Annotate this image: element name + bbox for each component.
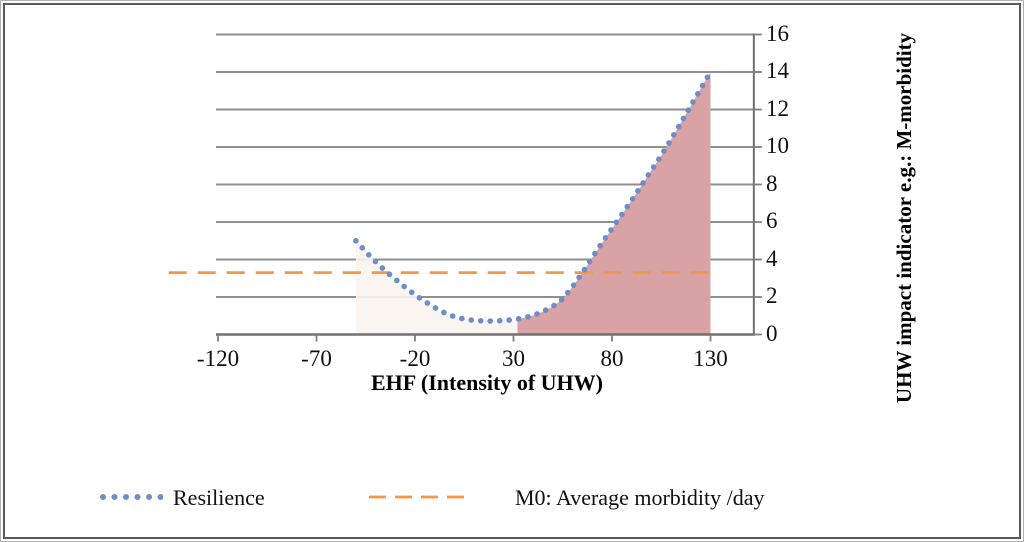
- x-tick-label: -120: [196, 346, 240, 371]
- y-tick-label: 16: [766, 20, 789, 46]
- resilience-dotted-swatch-icon: [100, 494, 163, 500]
- y-tick-label: 10: [766, 133, 789, 158]
- y-tick-label: 2: [766, 283, 778, 308]
- y-tick-label: 6: [766, 208, 778, 233]
- y-tick-label: 4: [766, 245, 778, 271]
- chart-frame: EHF (Intensity of UHW) UHW impact indica…: [3, 3, 1021, 539]
- y-tick-label: 0: [766, 320, 778, 346]
- legend-label-resilience: Resilience: [173, 485, 265, 510]
- y-tick-label: 14: [766, 58, 789, 83]
- x-axis-title: EHF (Intensity of UHW): [370, 370, 603, 395]
- y-tick-label: 8: [766, 170, 778, 196]
- y-tick-label: 12: [766, 95, 789, 121]
- y-axis-title: UHW impact indicator e.g.: M-morbidity: [892, 32, 916, 404]
- x-tick-label: 130: [693, 346, 728, 371]
- x-tick-label: 80: [600, 346, 624, 371]
- x-tick-label: -70: [301, 346, 332, 371]
- x-tick-label: -20: [399, 346, 431, 371]
- m0-dashed-swatch-icon: [369, 495, 471, 499]
- legend-label-m0: M0: Average morbidity /day: [515, 485, 765, 510]
- plot-area: [168, 33, 762, 342]
- x-tick-label: 30: [502, 346, 525, 371]
